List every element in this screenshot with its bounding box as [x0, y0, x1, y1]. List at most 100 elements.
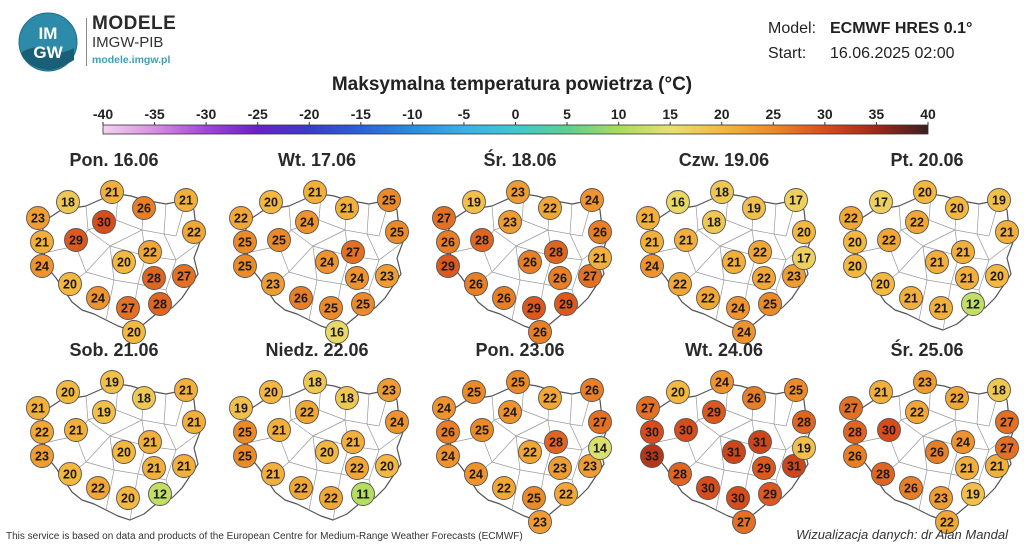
temp-value: 28: [549, 436, 563, 450]
region-border: [922, 229, 956, 247]
temp-marker: [319, 296, 343, 320]
temp-marker: [100, 180, 124, 204]
colorbar-tick-label: 40: [920, 106, 936, 122]
temp-marker: [341, 430, 365, 454]
temp-value: 19: [992, 194, 1006, 208]
temp-value: 21: [179, 194, 193, 208]
temp-marker: [518, 250, 542, 274]
temp-marker: [929, 486, 953, 510]
temp-value: 31: [787, 460, 801, 474]
temp-marker: [722, 250, 746, 274]
temp-marker: [112, 250, 136, 274]
temp-marker: [538, 386, 562, 410]
temp-marker: [26, 396, 50, 420]
temp-value: 22: [844, 212, 858, 226]
temp-value: 26: [137, 202, 151, 216]
temp-marker: [30, 420, 54, 444]
temp-marker: [905, 400, 929, 424]
temp-value: 17: [797, 252, 811, 266]
temp-value: 24: [645, 260, 659, 274]
temp-value: 26: [533, 326, 547, 340]
temp-value: 22: [882, 234, 896, 248]
day-label: Pon. 16.06: [69, 150, 158, 170]
temp-value: 22: [910, 406, 924, 420]
temp-marker: [726, 486, 750, 510]
temp-value: 22: [543, 202, 557, 216]
temp-marker: [899, 286, 923, 310]
temp-value: 21: [960, 272, 974, 286]
temp-marker: [580, 378, 604, 402]
temp-marker: [436, 420, 460, 444]
temp-value: 26: [553, 272, 567, 286]
temp-value: 23: [583, 460, 597, 474]
temp-value: 24: [390, 416, 404, 430]
footer-credit: Wizualizacja danych: dr Alan Mandal: [796, 527, 1008, 542]
temp-value: 16: [671, 196, 685, 210]
temp-marker: [951, 430, 975, 454]
temp-marker: [174, 378, 198, 402]
temp-value: 14: [593, 442, 607, 456]
temp-value: 21: [187, 416, 201, 430]
region-border: [988, 241, 1014, 261]
temp-marker: [951, 240, 975, 264]
model-value: ECMWF HRES 0.1°: [830, 20, 973, 37]
temp-value: 26: [523, 256, 537, 270]
temp-marker: [987, 188, 1011, 212]
temp-marker: [116, 296, 140, 320]
colorbar-tick-label: 30: [817, 106, 833, 122]
colorbar-tick-label: 20: [714, 106, 730, 122]
temp-value: 20: [380, 460, 394, 474]
temp-marker: [726, 296, 750, 320]
temp-value: 21: [143, 436, 157, 450]
temp-marker: [375, 454, 399, 478]
temp-marker: [138, 240, 162, 264]
temp-marker: [58, 272, 82, 296]
temp-value: 17: [789, 194, 803, 208]
temp-value: 23: [380, 270, 394, 284]
region-border: [922, 245, 928, 281]
temp-value: 30: [679, 424, 693, 438]
temp-marker: [710, 370, 734, 394]
temp-value: 27: [346, 246, 360, 260]
temp-value: 24: [320, 256, 334, 270]
temp-value: 21: [934, 302, 948, 316]
temp-value: 20: [950, 202, 964, 216]
temp-marker: [325, 320, 349, 344]
temp-marker: [122, 320, 146, 344]
region-border: [312, 245, 318, 281]
temp-marker: [674, 418, 698, 442]
day-panel: Pt. 20.06 17 20 20 19 22 22 21 20 22 21 20 21 21 20 20 2…: [839, 150, 1019, 331]
temp-value: 21: [147, 462, 161, 476]
brand-url[interactable]: modele.imgw.pl: [92, 54, 171, 66]
region-border: [922, 419, 956, 437]
temp-marker: [732, 320, 756, 344]
temp-marker: [233, 444, 257, 468]
temp-value: 27: [121, 302, 135, 316]
temp-value: 23: [533, 516, 547, 530]
temp-marker: [522, 486, 546, 510]
temp-value: 22: [350, 462, 364, 476]
temp-marker: [233, 230, 257, 254]
temp-value: 28: [848, 426, 862, 440]
temp-marker: [341, 240, 365, 264]
temp-marker: [548, 456, 572, 480]
temp-value: 12: [966, 298, 980, 312]
temp-marker: [436, 230, 460, 254]
temp-marker: [995, 220, 1019, 244]
day-label: Pt. 20.06: [890, 150, 963, 170]
poland-map: 20 19 18 21 21 19 21 22 21 21 23 20 21 21 20 22 20 12: [26, 370, 206, 521]
temp-marker: [722, 440, 746, 464]
temp-value: 25: [475, 424, 489, 438]
start-label: Start:: [768, 45, 807, 62]
region-border: [976, 199, 1000, 237]
poland-map: 18 21 26 21 23 30 22 21 29 22 24 20 28 27 20 24 27 28 20: [26, 180, 206, 344]
temp-marker: [668, 272, 692, 296]
temp-marker: [436, 444, 460, 468]
region-border: [569, 389, 593, 427]
region-border: [175, 431, 201, 451]
temp-value: 24: [715, 376, 729, 390]
day-label: Pon. 23.06: [475, 340, 564, 360]
temp-value: 22: [753, 246, 767, 260]
temp-marker: [945, 386, 969, 410]
